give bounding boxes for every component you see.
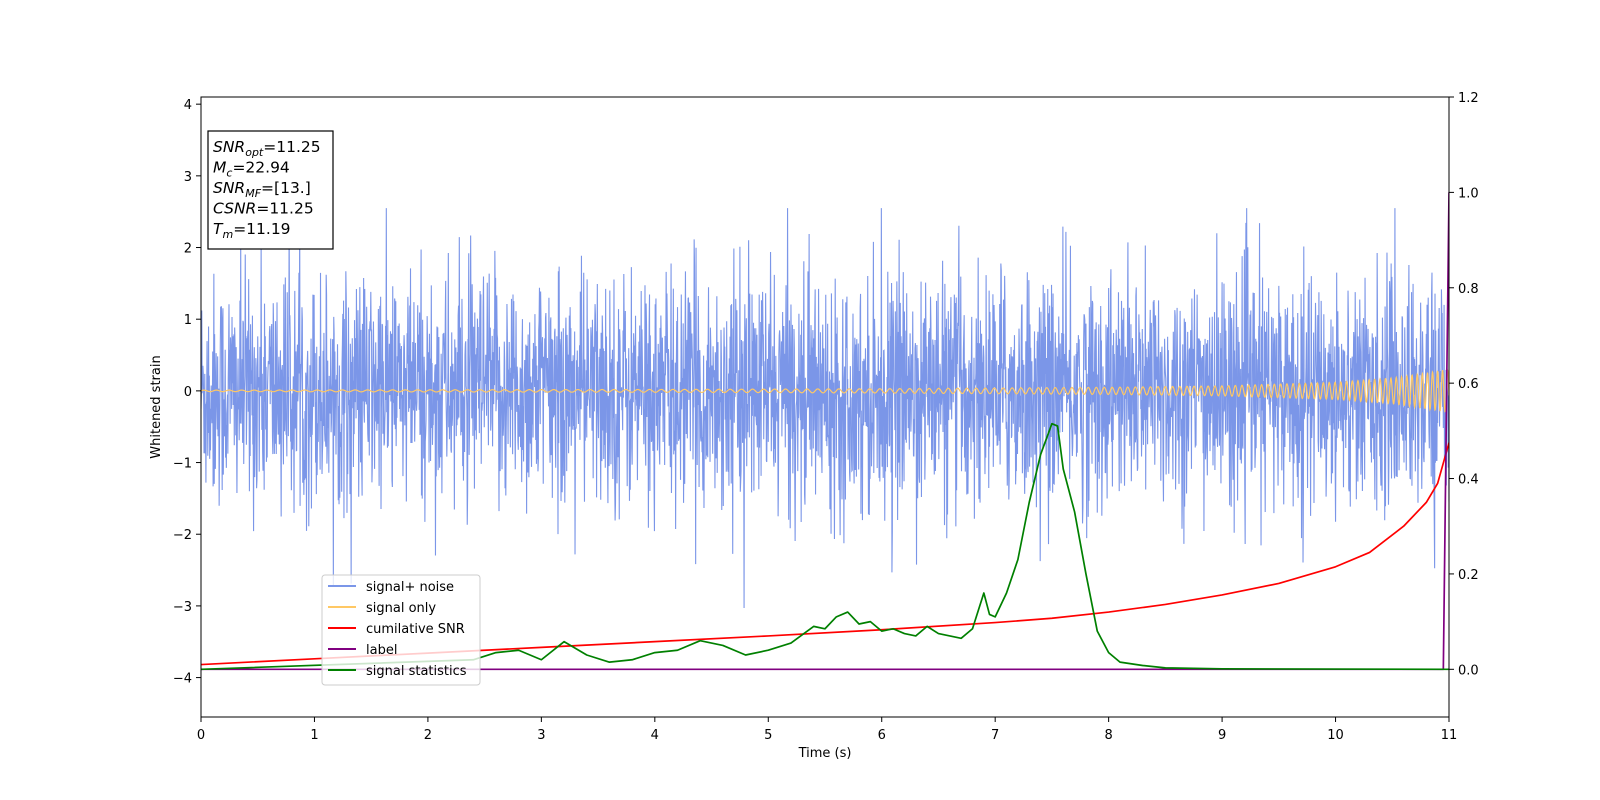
y-left-tick-label: 1 <box>184 313 192 328</box>
legend-frame <box>321 574 481 686</box>
legend-entry: signal statistics <box>366 664 467 679</box>
x-tick-label: 3 <box>537 728 545 743</box>
series-cumulative-snr <box>201 442 1449 666</box>
series-signal-only <box>201 368 1449 413</box>
y-left-tick-label: 0 <box>184 385 192 400</box>
y-right-tick-label: 0.2 <box>1458 568 1479 583</box>
annotation-box-frame <box>207 130 334 250</box>
x-tick-label: 2 <box>424 728 432 743</box>
annotation-box: SNRopt=11.25Mc=22.94SNRMF=[13.]CSNR=11.2… <box>207 130 334 250</box>
annotation-line: Mc=22.94 <box>213 159 290 180</box>
series-signal-noise <box>201 208 1449 609</box>
y-left-tick-label: 3 <box>184 170 192 185</box>
series-layer <box>201 192 1449 671</box>
y-axis-right: 1.2 1.0 0.8 0.6 0.4 0.2 0.0 <box>1449 91 1479 678</box>
x-axis: 0 1 2 3 4 5 6 7 8 9 10 11 <box>197 717 1457 743</box>
x-tick-label: 11 <box>1441 728 1458 743</box>
legend-entry: cumilative SNR <box>366 622 465 637</box>
legend: signal+ noise signal only cumilative SNR la… <box>321 574 481 686</box>
x-tick-label: 5 <box>764 728 772 743</box>
y-left-tick-label: −3 <box>173 600 192 615</box>
annotation-line: CSNR=11.25 <box>213 200 314 218</box>
plot-area-frame <box>200 96 1450 718</box>
x-tick-label: 8 <box>1104 728 1112 743</box>
x-tick-label: 4 <box>651 728 659 743</box>
x-tick-label: 10 <box>1327 728 1344 743</box>
annotation-line: Tm=11.19 <box>213 220 291 241</box>
annotation-line: SNRopt=11.25 <box>213 138 321 159</box>
y-left-tick-label: 2 <box>184 242 192 257</box>
legend-entry: signal only <box>366 601 436 616</box>
y-axis-left: 4 3 2 1 0 −1 −2 −3 −4 <box>173 98 201 687</box>
y-right-tick-label: 1.0 <box>1458 186 1479 201</box>
y-left-tick-label: −1 <box>173 457 192 472</box>
y-right-tick-label: 0.4 <box>1458 473 1479 488</box>
y-left-tick-label: −4 <box>173 672 192 687</box>
y-right-tick-label: 1.2 <box>1458 91 1479 106</box>
x-tick-label: 6 <box>878 728 886 743</box>
x-tick-label: 9 <box>1218 728 1226 743</box>
y-left-tick-label: −2 <box>173 528 192 543</box>
x-tick-label: 1 <box>310 728 318 743</box>
legend-entry: signal+ noise <box>366 580 454 595</box>
x-axis-label: Time (s) <box>798 746 852 761</box>
y-axis-label: Whitened strain <box>149 355 164 458</box>
x-tick-label: 7 <box>991 728 999 743</box>
y-right-tick-label: 0.0 <box>1458 663 1479 678</box>
series-signal-statistics <box>201 422 1449 671</box>
legend-entry: label <box>366 643 397 658</box>
annotation-line: SNRMF=[13.] <box>213 179 311 200</box>
y-right-tick-label: 0.6 <box>1458 377 1479 392</box>
y-right-tick-label: 0.8 <box>1458 282 1479 297</box>
x-tick-label: 0 <box>197 728 205 743</box>
y-left-tick-label: 4 <box>184 98 192 113</box>
